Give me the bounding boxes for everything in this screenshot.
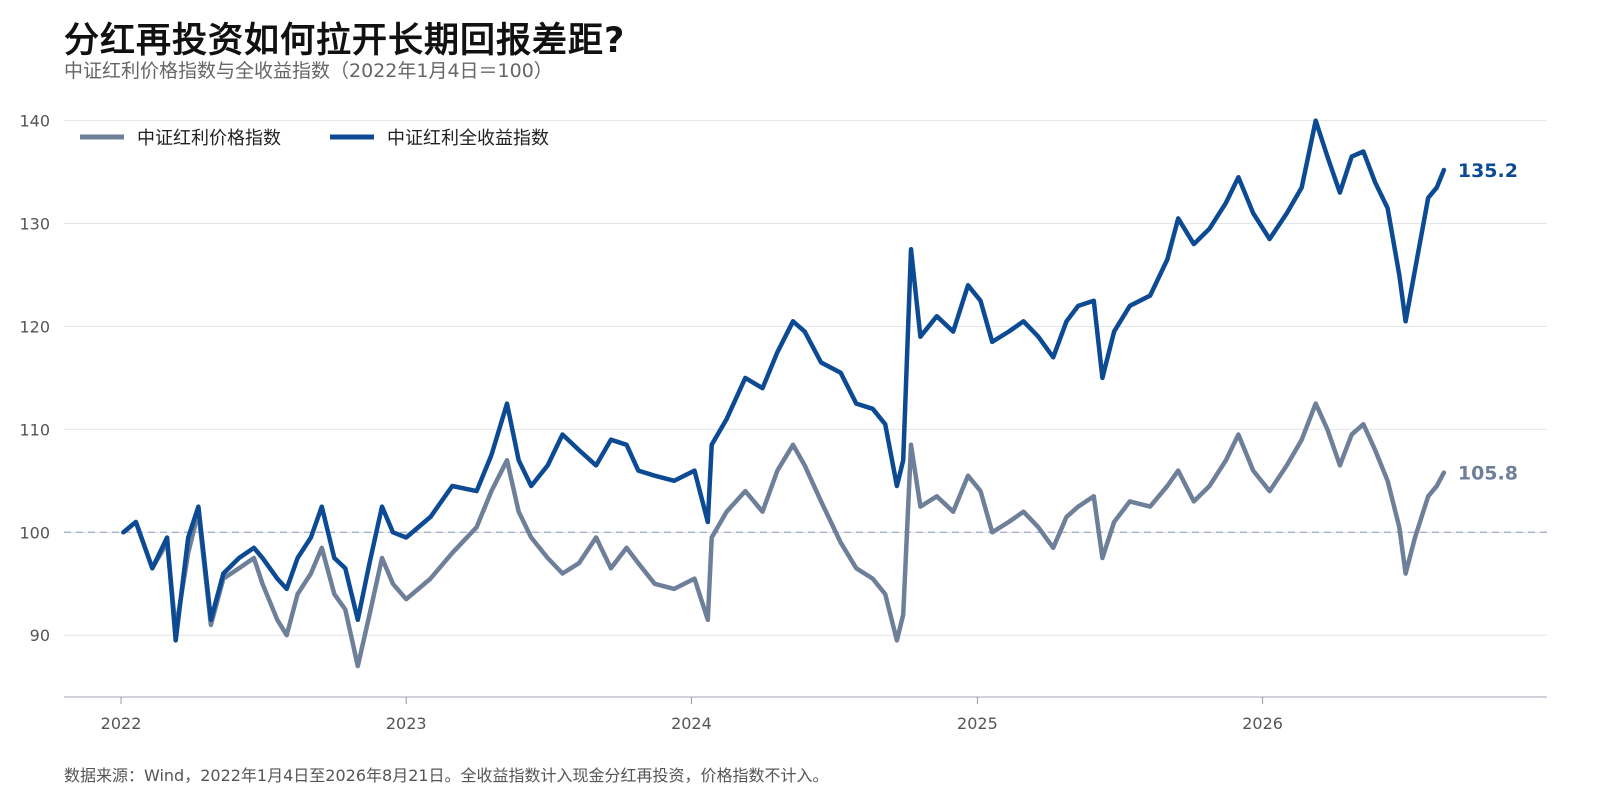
- series-end-label-1: 105.8: [1458, 463, 1518, 485]
- series-end-label-2: 135.2: [1458, 160, 1518, 182]
- y-tick-label: 90: [30, 626, 50, 645]
- y-tick-label: 100: [19, 523, 50, 542]
- y-tick-label: 110: [19, 420, 50, 439]
- source-note: 数据来源：Wind，2022年1月4日至2026年8月21日。全收益指数计入现金…: [64, 766, 829, 785]
- x-tick-label: 2022: [101, 714, 142, 733]
- legend-label-2: 中证红利全收益指数: [387, 128, 549, 149]
- x-tick-label: 2025: [957, 714, 998, 733]
- series-line-1: [121, 401, 1447, 669]
- series-line-2: [121, 118, 1447, 643]
- legend-label-1: 中证红利价格指数: [137, 128, 281, 149]
- x-tick-label: 2023: [386, 714, 427, 733]
- x-tick-label: 2024: [671, 714, 712, 733]
- y-tick-label: 120: [19, 317, 50, 336]
- y-tick-label: 140: [19, 112, 50, 131]
- chart-title: 分红再投资如何拉开长期回报差距?: [64, 21, 626, 61]
- x-tick-label: 2026: [1242, 714, 1283, 733]
- y-tick-label: 130: [19, 215, 50, 234]
- chart-subtitle: 中证红利价格指数与全收益指数（2022年1月4日＝100）: [64, 60, 553, 82]
